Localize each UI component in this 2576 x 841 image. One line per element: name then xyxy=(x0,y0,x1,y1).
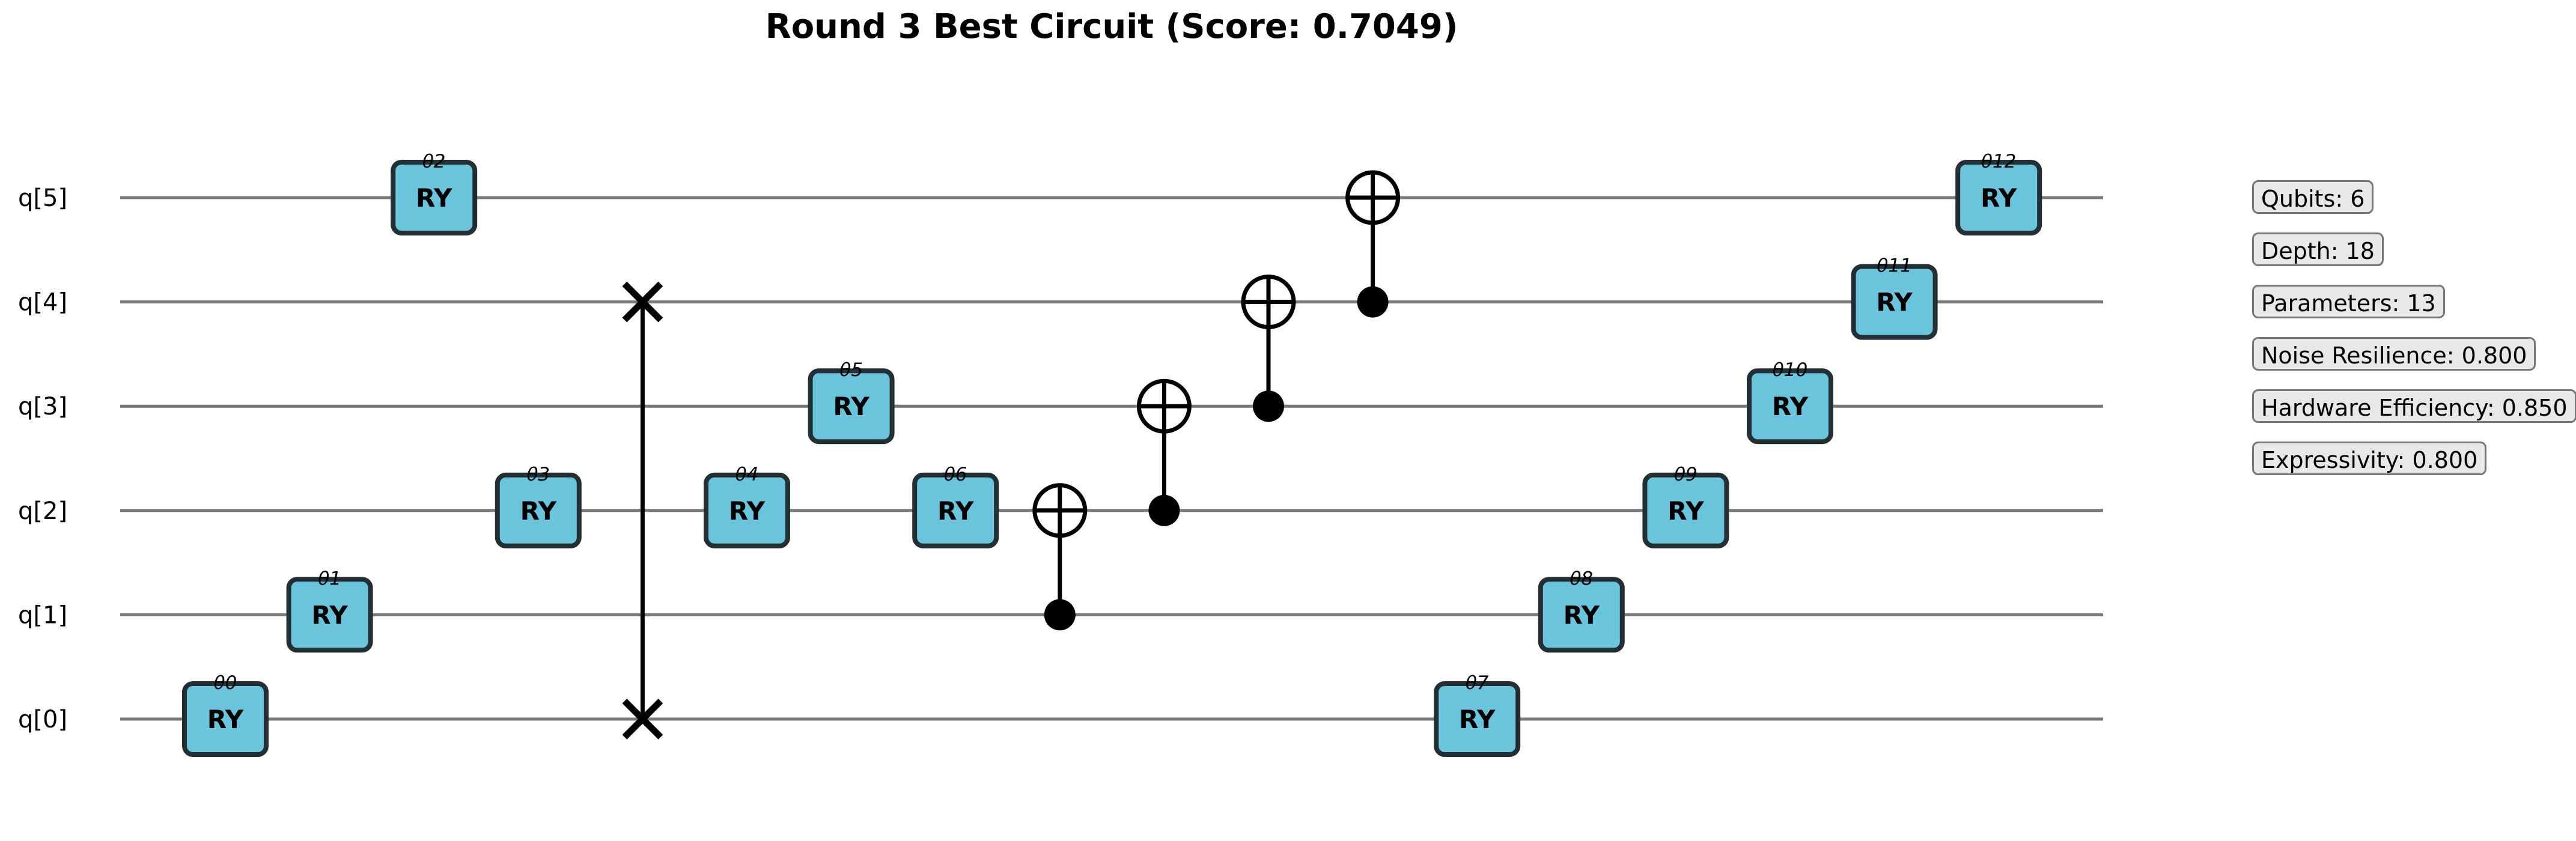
qubit-label: q[3] xyxy=(18,393,67,421)
gate-box xyxy=(391,160,478,235)
gate-label: RY xyxy=(311,600,348,630)
gate-label: RY xyxy=(937,496,974,526)
gate-box xyxy=(1538,577,1625,653)
gate-param-label: θ4 xyxy=(735,464,759,485)
gate-param-label: θ0 xyxy=(214,672,237,694)
qubit-label: q[4] xyxy=(18,289,67,317)
stat-box: Parameters: 13 xyxy=(2252,285,2445,318)
gate-param-label: θ6 xyxy=(944,464,967,485)
gate-box xyxy=(1851,264,1938,340)
cnot-control-dot xyxy=(1253,390,1284,422)
gate-box xyxy=(286,577,373,653)
gate-label: RY xyxy=(207,705,244,734)
gate-label: RY xyxy=(1876,288,1913,317)
qubit-label: q[0] xyxy=(18,706,67,733)
gate-label: RY xyxy=(520,496,557,526)
qubit-label: q[5] xyxy=(18,184,67,212)
gate-label: RY xyxy=(1772,392,1809,421)
gate-box xyxy=(182,681,269,757)
gate-box xyxy=(495,472,582,548)
gate-label: RY xyxy=(729,496,766,526)
gate-param-label: θ1 xyxy=(318,568,341,589)
gate-param-label: θ5 xyxy=(839,359,863,381)
swap-cross xyxy=(622,281,663,323)
gate-param-label: θ7 xyxy=(1466,672,1489,694)
gate-box xyxy=(1747,368,1833,445)
gate-param-label: θ8 xyxy=(1570,568,1593,589)
gate-label: RY xyxy=(1667,496,1704,526)
swap-cross xyxy=(622,699,663,739)
stat-box: Depth: 18 xyxy=(2252,232,2384,266)
gate-box xyxy=(704,472,790,548)
qubit-label: q[1] xyxy=(18,601,67,629)
gate-label: RY xyxy=(833,392,869,421)
stat-box: Hardware Efficiency: 0.850 xyxy=(2252,389,2576,423)
gate-box xyxy=(808,368,895,445)
gate-box xyxy=(1642,472,1729,548)
gate-param-label: θ10 xyxy=(1773,359,1807,381)
gate-box xyxy=(912,472,999,548)
gate-param-label: θ12 xyxy=(1981,151,2016,172)
stat-box: Noise Resilience: 0.800 xyxy=(2252,337,2536,371)
gate-box xyxy=(1434,681,1521,757)
gate-label: RY xyxy=(1564,600,1600,630)
stat-box: Expressivity: 0.800 xyxy=(2252,442,2487,475)
gate-param-label: θ2 xyxy=(422,151,446,172)
gate-label: RY xyxy=(1459,705,1496,734)
cnot-control-dot xyxy=(1044,599,1076,631)
gate-param-label: θ9 xyxy=(1674,464,1698,485)
gate-box xyxy=(1955,160,2042,235)
gate-label: RY xyxy=(1981,183,2017,213)
circuit-diagram: q[0] q[1] q[2] q[3] q[4] q[5] RY θ0 RY θ1 RY θ2 RY θ3… xyxy=(18,151,2103,757)
qubit-label: q[2] xyxy=(18,497,67,525)
cnot-control-dot xyxy=(1148,494,1180,526)
page-title: Round 3 Best Circuit (Score: 0.7049) xyxy=(765,7,1458,46)
gate-param-label: θ11 xyxy=(1877,255,1911,277)
cnot-control-dot xyxy=(1357,286,1389,318)
gate-label: RY xyxy=(416,183,452,213)
stat-box: Qubits: 6 xyxy=(2252,180,2374,214)
gate-param-label: θ3 xyxy=(526,464,550,485)
